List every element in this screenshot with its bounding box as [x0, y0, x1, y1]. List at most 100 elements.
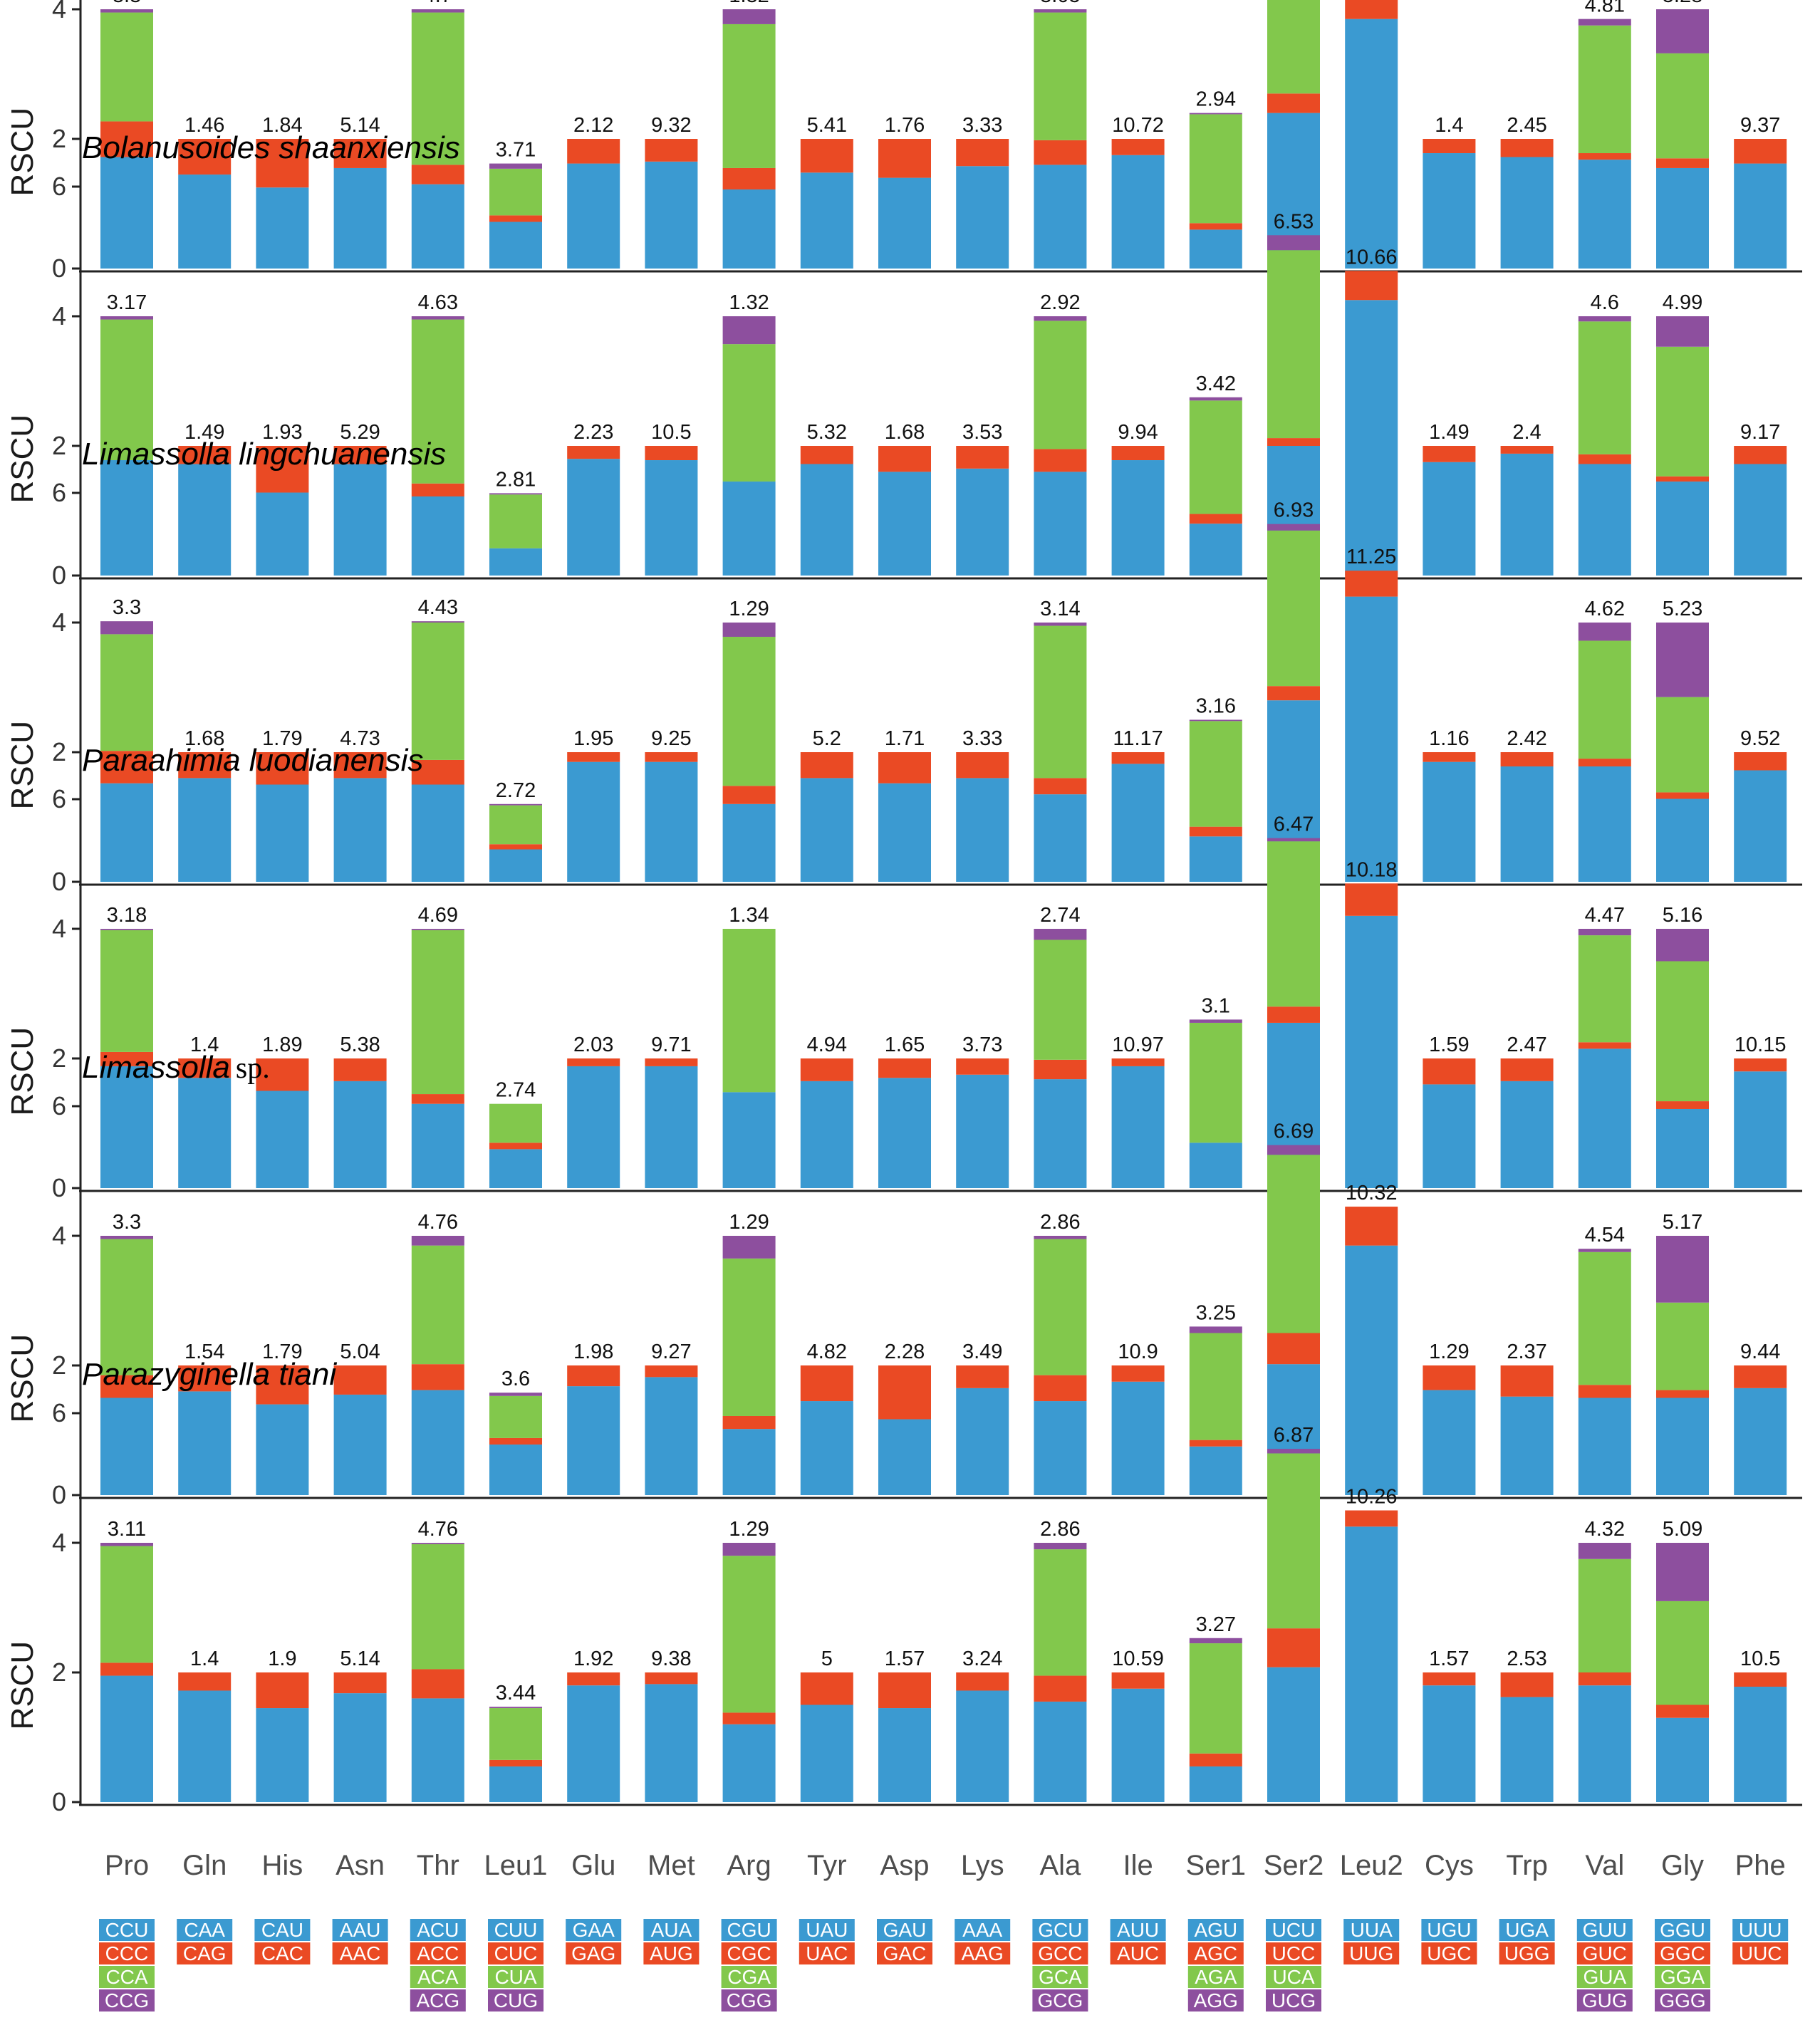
- bar-segment-gcg: [1034, 623, 1087, 626]
- x-tick-label: Arg: [727, 1850, 771, 1881]
- bar-segment-cga: [722, 24, 776, 168]
- bar-val: 4.81: [1578, 0, 1631, 269]
- bar-segment-gau: [878, 783, 931, 882]
- bar-segment-gug: [1578, 316, 1631, 322]
- bar-segment-guc: [1578, 1385, 1631, 1398]
- bar-segment-gga: [1656, 346, 1709, 477]
- bar-segment-gcu: [1034, 1701, 1087, 1802]
- bar-arg: 1.32: [722, 0, 776, 269]
- bar-segment-uug: [1345, 1207, 1398, 1246]
- bar-segment-ugu: [1423, 153, 1476, 269]
- bar-value-label: 2.72: [496, 779, 536, 802]
- y-axis-label: RSCU: [5, 1334, 40, 1423]
- bar-ser1: 3.25: [1189, 1301, 1242, 1495]
- bar-segment-cug: [489, 163, 542, 169]
- bar-gly: 5.28: [1656, 0, 1709, 269]
- y-tick-label: 6: [52, 784, 66, 813]
- bar-segment-gca: [1034, 940, 1087, 1060]
- bar-segment-aaa: [956, 1388, 1009, 1495]
- bar-segment-cug: [489, 1393, 542, 1396]
- codon-label: UGA: [1505, 1919, 1549, 1941]
- bar-lys: 3.49: [956, 1341, 1009, 1495]
- codon-box: [1655, 1919, 1710, 1941]
- bar-his: 1.9: [256, 1648, 309, 1802]
- bar-value-label: 11.25: [1346, 546, 1396, 568]
- codon-box: [410, 1919, 466, 1941]
- codon-label: CAG: [183, 1942, 227, 1964]
- bar-value-label: 4.73: [340, 727, 380, 750]
- y-axis-label: RSCU: [5, 721, 40, 810]
- bar-ser1: 3.42: [1189, 373, 1242, 576]
- bar-segment-auu: [1111, 764, 1165, 882]
- bar-segment-aua: [645, 761, 698, 882]
- bar-segment-gcg: [1034, 1236, 1087, 1239]
- bar-segment-ggc: [1656, 792, 1709, 799]
- bar-segment-aga: [1189, 1022, 1242, 1143]
- bar-segment-gua: [1578, 25, 1631, 154]
- codon-label: UUC: [1739, 1942, 1782, 1964]
- bar-asp: 1.65: [878, 1034, 931, 1188]
- bar-value-label: 1.98: [573, 1341, 613, 1363]
- codon-label: UUU: [1739, 1919, 1782, 1941]
- bar-segment-cuc: [489, 844, 542, 850]
- bar-segment-gaa: [567, 761, 620, 882]
- y-tick-label: 0: [52, 867, 66, 896]
- bar-value-label: 3.49: [962, 1341, 1002, 1363]
- bar-value-label: 3.24: [962, 1648, 1002, 1670]
- bar-value-label: 9.52: [1740, 727, 1780, 750]
- bar-segment-uac: [800, 446, 853, 464]
- bar-value-label: 9.71: [651, 1034, 691, 1056]
- bar-cys: 1.49: [1423, 421, 1476, 576]
- panel-1: Typhlocybasp.RSCU02463.31.461.845.144.73…: [5, 0, 1802, 283]
- bar-segment-uua: [1345, 300, 1398, 576]
- bar-segment-cgg: [722, 9, 776, 24]
- bar-segment-ugg: [1500, 1672, 1554, 1697]
- bar-segment-aca: [411, 1544, 464, 1670]
- bar-segment-guc: [1578, 759, 1631, 767]
- bar-gly: 5.09: [1656, 1518, 1709, 1802]
- bar-segment-cac: [256, 1672, 309, 1709]
- bar-segment-cuu: [489, 222, 542, 269]
- bar-value-label: 10.72: [1112, 114, 1164, 137]
- bar-segment-uug: [1345, 271, 1398, 301]
- bar-segment-ugu: [1423, 1685, 1476, 1802]
- codon-box: [1421, 1942, 1477, 1964]
- bar-segment-guu: [1578, 464, 1631, 576]
- bar-arg: 1.29: [722, 1518, 776, 1802]
- bar-value-label: 3.6: [501, 1368, 530, 1390]
- bar-segment-ggu: [1656, 1398, 1709, 1495]
- bar-tyr: 5.32: [800, 421, 853, 576]
- bar-asp: 1.76: [878, 114, 931, 269]
- bar-segment-agu: [1189, 836, 1242, 882]
- bar-segment-ggg: [1656, 623, 1709, 697]
- bar-segment-aug: [645, 446, 698, 461]
- bar-value-label: 4.6: [1591, 291, 1619, 314]
- bar-segment-auc: [1111, 1672, 1165, 1689]
- bar-segment-aac: [333, 752, 387, 779]
- bar-value-label: 4.62: [1585, 598, 1625, 620]
- bar-segment-ugc: [1423, 752, 1476, 762]
- bar-segment-cgu: [722, 1092, 776, 1188]
- bar-segment-gug: [1578, 19, 1631, 26]
- bar-segment-uua: [1345, 915, 1398, 1188]
- bar-segment-aac: [333, 139, 387, 168]
- bar-segment-uga: [1500, 1081, 1554, 1188]
- bar-value-label: 1.32: [729, 291, 769, 314]
- y-axis-label: RSCU: [5, 1641, 40, 1730]
- bar-value-label: 1.71: [885, 727, 925, 750]
- codon-box: [1266, 1966, 1321, 1988]
- bar-gln: 1.46: [178, 114, 232, 269]
- x-tick-label: Lys: [961, 1850, 1004, 1881]
- bar-segment-guu: [1578, 1398, 1631, 1495]
- bar-ala: 2.92: [1034, 291, 1087, 576]
- bar-asn: 4.73: [333, 727, 387, 882]
- bar-value-label: 2.74: [1040, 904, 1080, 927]
- x-tick-label: Thr: [417, 1850, 459, 1881]
- bar-segment-gau: [878, 1078, 931, 1188]
- bar-value-label: 10.59: [1112, 1648, 1164, 1670]
- bar-segment-cuc: [489, 1143, 542, 1150]
- codon-label: AUC: [1117, 1942, 1159, 1964]
- bar-value-label: 2.12: [573, 114, 613, 137]
- bar-value-label: 5.32: [807, 421, 847, 444]
- bar-segment-gac: [878, 1365, 931, 1420]
